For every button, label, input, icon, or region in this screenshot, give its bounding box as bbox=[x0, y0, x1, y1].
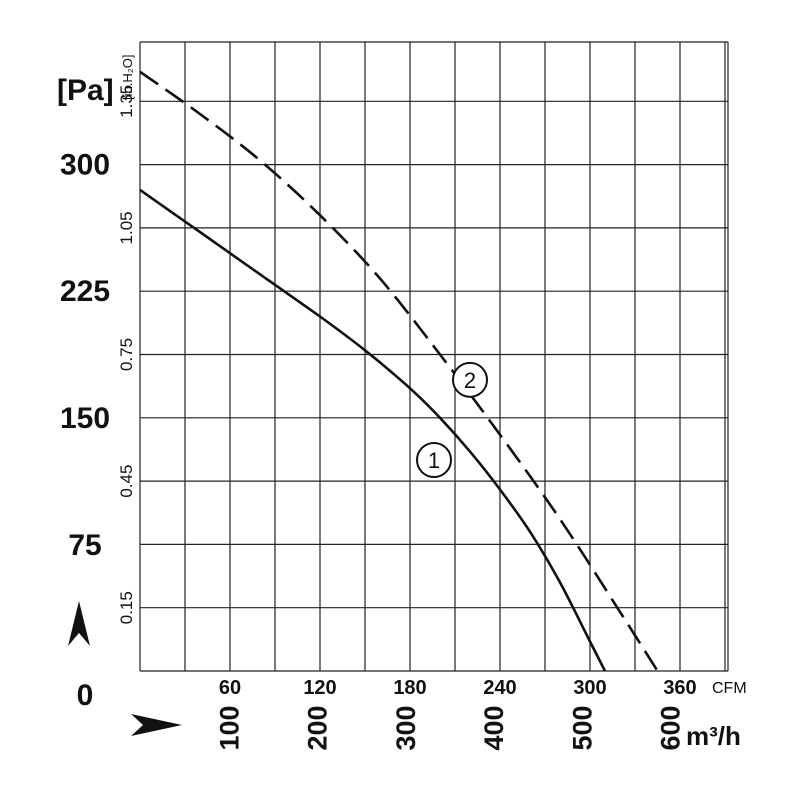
curve-marker-label: 2 bbox=[464, 368, 476, 393]
y-right-tick-label: 0.15 bbox=[117, 591, 136, 624]
y-left-tick-label: 0 bbox=[77, 679, 94, 712]
x-cfm-tick-label: 300 bbox=[573, 677, 606, 699]
y-right-tick-label: 1.35 bbox=[117, 85, 136, 118]
x-m3h-tick-label: 500 bbox=[567, 705, 597, 750]
x-cfm-ticks: 60 120 180 240 300 360 bbox=[219, 677, 697, 699]
y-right-unit-label: [in.H₂O] bbox=[120, 55, 135, 101]
x-cfm-tick-label: 60 bbox=[219, 677, 241, 699]
x-m3h-tick-label: 100 bbox=[214, 705, 244, 750]
curve-marker-circle bbox=[452, 361, 488, 398]
y-left-tick-label: 150 bbox=[60, 402, 110, 435]
up-arrow-icon bbox=[68, 601, 90, 646]
right-arrow-icon bbox=[131, 714, 182, 736]
chart-grid bbox=[139, 41, 729, 672]
y-left-ticks: 300 225 150 75 0 bbox=[60, 148, 110, 712]
x-cfm-tick-label: 120 bbox=[303, 677, 336, 699]
curve-2-dashed bbox=[139, 70, 659, 672]
x-cfm-tick-label: 180 bbox=[393, 677, 426, 699]
y-left-tick-label: 300 bbox=[60, 148, 110, 181]
x-cfm-tick-label: 360 bbox=[663, 677, 696, 699]
curve-marker-label: 1 bbox=[428, 448, 440, 473]
x-m3h-tick-label: 600 bbox=[656, 705, 686, 750]
x-m3h-tick-label: 400 bbox=[479, 705, 509, 750]
curve-1-solid bbox=[139, 188, 607, 672]
x-m3h-tick-label: 300 bbox=[391, 705, 421, 750]
y-right-tick-label: 1.05 bbox=[117, 211, 136, 244]
x-m3h-unit-label: m³/h bbox=[686, 721, 741, 751]
y-left-unit-label: [Pa] bbox=[57, 74, 114, 107]
y-right-tick-label: 0.75 bbox=[117, 338, 136, 371]
chart-curves bbox=[139, 70, 659, 672]
x-m3h-ticks: 100 200 300 400 500 600 bbox=[214, 705, 685, 750]
y-left-tick-label: 75 bbox=[68, 529, 101, 562]
y-left-tick-label: 225 bbox=[60, 275, 110, 308]
curve-marker-circle bbox=[416, 442, 452, 478]
x-cfm-unit-label: CFM bbox=[712, 680, 747, 697]
y-right-ticks: 0.15 0.45 0.75 1.05 1.35 bbox=[117, 85, 136, 624]
x-m3h-tick-label: 200 bbox=[303, 705, 333, 750]
x-cfm-tick-label: 240 bbox=[483, 677, 516, 699]
y-right-tick-label: 0.45 bbox=[117, 465, 136, 498]
curve-markers: 12 bbox=[416, 361, 488, 478]
